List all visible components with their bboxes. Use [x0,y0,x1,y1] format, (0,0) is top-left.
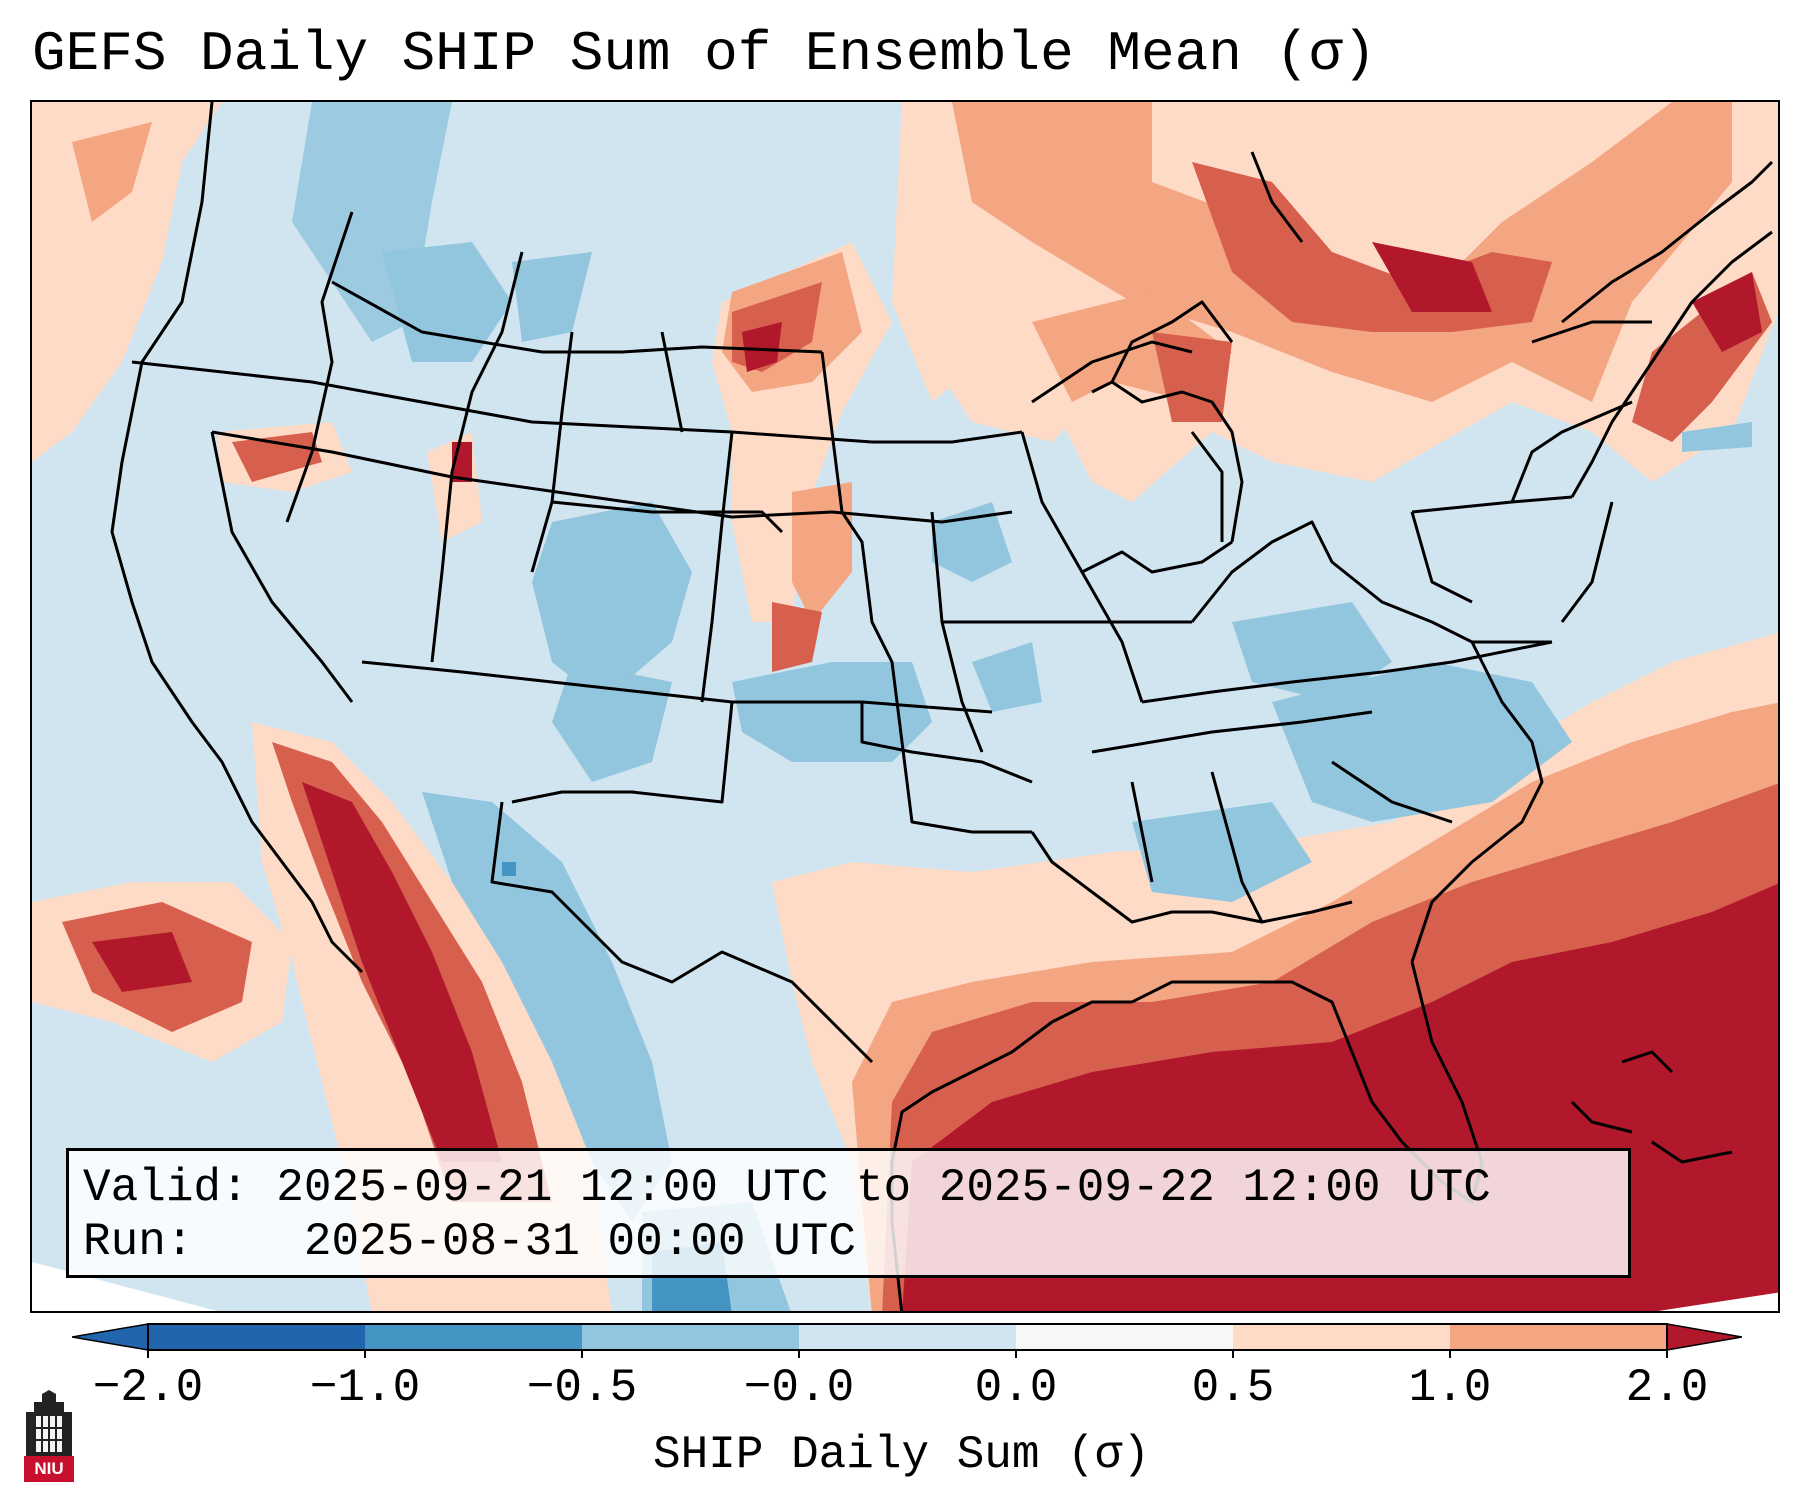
colorbar-bin-3 [582,1324,799,1350]
valid-run-info-box: Valid: 2025-09-21 12:00 UTC to 2025-09-2… [66,1148,1631,1278]
run-label: Run: [83,1216,194,1268]
colorbar-tick-mark [1449,1350,1451,1358]
state-boundaries [110,102,1774,1311]
colorbar-tick-mark [1015,1350,1017,1358]
valid-label: Valid: [83,1162,249,1214]
colorbar-bin-5 [1016,1324,1233,1350]
ship-anomaly-map [32,102,1778,1311]
colorbar-tick-mark [1232,1350,1234,1358]
colorbar-bin-7 [1450,1324,1667,1350]
colorbar-tick-label: −2.0 [92,1362,204,1414]
colorbar-tick-mark [581,1350,583,1358]
colorbar-tick-label: 2.0 [1625,1362,1709,1414]
colorbar-min-extend [72,1323,149,1351]
colorbar-label: SHIP Daily Sum (σ) [653,1429,1150,1481]
university-tower-icon [26,1390,72,1456]
colorbar-bin-4 [799,1324,1016,1350]
valid-time: 2025-09-21 12:00 UTC to 2025-09-22 12:00… [276,1162,1491,1214]
pacific-warm-region [32,102,222,462]
colorbar-tick-mark [798,1350,800,1358]
colorbar-bin-2 [365,1324,582,1350]
colorbar-tick-label: −0.0 [743,1362,855,1414]
colorbar-tick-mark [1666,1350,1668,1358]
niu-logo: NIU [20,1390,78,1486]
colorbar-bin-1 [148,1324,365,1350]
colorbar-tick-label: −1.0 [309,1362,421,1414]
map-panel [30,100,1780,1313]
colorbar [72,1323,1742,1351]
colorbar-max-extend [1666,1323,1742,1351]
colorbar-tick-mark [364,1350,366,1358]
colorbar-bin-6 [1233,1324,1450,1350]
map-title: GEFS Daily SHIP Sum of Ensemble Mean (σ) [32,22,1377,86]
colorbar-tick-label: −0.5 [526,1362,638,1414]
colorbar-tick-label: 1.0 [1408,1362,1492,1414]
colorbar-tick-label: 0.5 [1191,1362,1275,1414]
colorbar-tick-mark [147,1350,149,1358]
colorbar-tick-label: 0.0 [974,1362,1058,1414]
colorado-cool-region [532,502,692,702]
niu-text: NIU [24,1456,74,1482]
run-time: 2025-08-31 00:00 UTC [303,1216,856,1268]
